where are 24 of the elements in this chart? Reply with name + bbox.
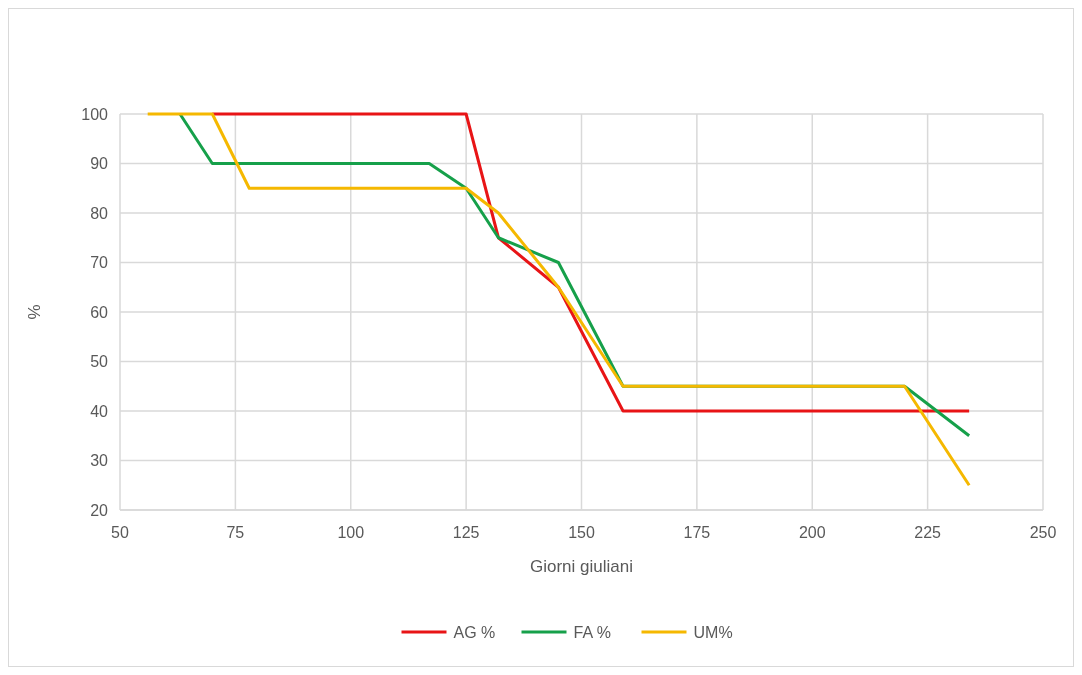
y-tick-label: 20 [90,501,109,519]
y-tick-label: 70 [90,254,109,272]
y-tick-label: 60 [90,303,109,321]
y-tick-label: 40 [90,402,109,420]
legend-label: AG % [453,623,496,641]
x-tick-label: 50 [111,524,129,541]
x-tick-label: 175 [683,524,711,541]
x-tick-label: 125 [452,524,480,541]
y-tick-label: 80 [90,204,109,222]
x-tick-label: 250 [1029,524,1057,541]
x-tick-label: 225 [914,524,942,541]
legend-label: UM% [693,623,733,641]
y-tick-label: 90 [90,155,109,173]
line-series [146,112,971,487]
x-tick-label: 200 [798,524,826,541]
x-tick-label: 150 [568,524,595,541]
y-axis-title: % [25,304,44,320]
y-tick-label: 30 [90,452,109,470]
x-axis-title: Giorni giuliani [530,557,633,576]
y-tick-label: 100 [81,105,109,123]
x-tick-label: 75 [226,524,245,541]
y-tick-label: 50 [90,353,109,371]
x-tick-label: 100 [337,524,365,541]
legend-label: FA % [573,623,611,641]
